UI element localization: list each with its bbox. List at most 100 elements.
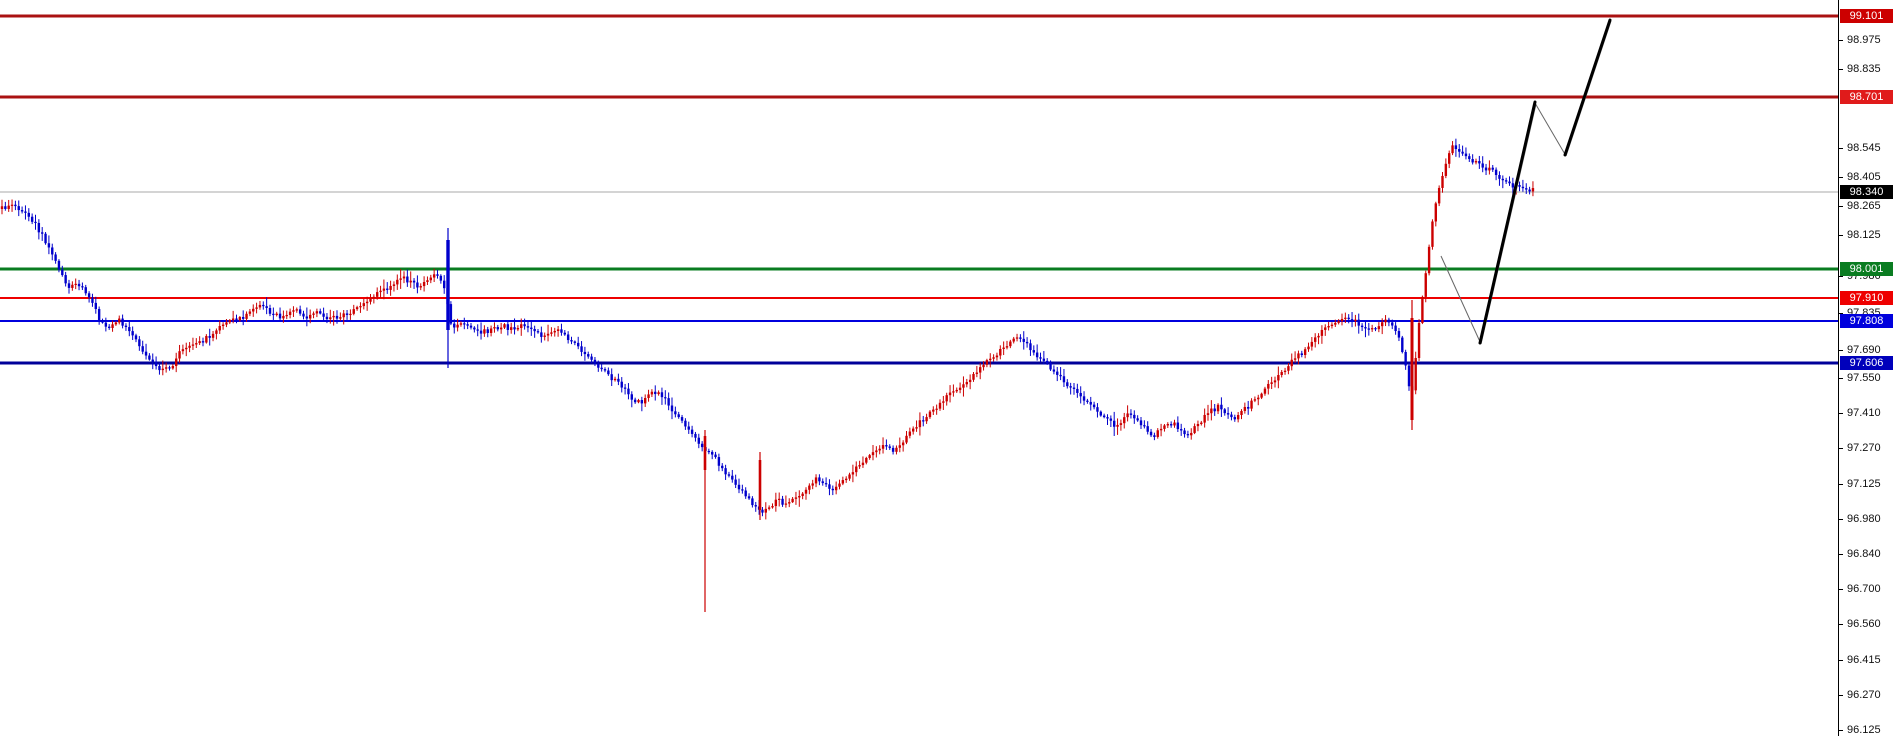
candle-body xyxy=(24,211,27,213)
candle-body xyxy=(617,378,620,382)
candle-body xyxy=(660,392,664,398)
candle-body xyxy=(1528,189,1531,192)
candle xyxy=(1481,156,1484,173)
candle-body xyxy=(1153,435,1156,437)
chart-plot-area[interactable] xyxy=(0,0,1838,736)
candle-body xyxy=(888,446,891,448)
price-badge-99101[interactable]: 99.101 xyxy=(1840,9,1893,23)
candle xyxy=(1531,181,1535,197)
candle-body xyxy=(1427,246,1431,274)
candle xyxy=(848,472,851,481)
candle-body xyxy=(1340,318,1344,322)
candle xyxy=(1005,340,1009,350)
candle xyxy=(1126,405,1129,422)
candle xyxy=(1344,312,1347,324)
candle xyxy=(295,307,298,313)
candle-body xyxy=(734,479,737,485)
candle xyxy=(1498,171,1501,186)
candle-body xyxy=(526,326,530,328)
candle xyxy=(845,476,848,483)
candle xyxy=(262,301,265,310)
candle-body xyxy=(932,409,935,412)
candle xyxy=(1102,413,1106,419)
candle-body xyxy=(1233,417,1236,420)
candle-body xyxy=(597,363,600,368)
axis-tick-label: 96.125 xyxy=(1847,724,1881,736)
price-badge-98701[interactable]: 98.701 xyxy=(1840,90,1893,104)
price-badge-98001[interactable]: 98.001 xyxy=(1840,262,1893,276)
candle xyxy=(928,410,932,419)
price-badge-98340[interactable]: 98.340 xyxy=(1840,185,1893,199)
candle xyxy=(1364,321,1367,338)
candle-body xyxy=(958,387,962,390)
candle xyxy=(1035,344,1039,361)
candle xyxy=(416,275,419,294)
candle xyxy=(798,490,801,507)
candle xyxy=(1046,358,1049,365)
axis-tick-label: 98.405 xyxy=(1847,171,1881,183)
candle-body xyxy=(30,216,34,222)
projection-thick-segment[interactable] xyxy=(1478,100,1537,345)
candle-body xyxy=(218,326,221,331)
candle-body xyxy=(1320,329,1324,336)
candle-body xyxy=(1109,418,1113,421)
candle xyxy=(87,291,91,303)
candle xyxy=(108,324,111,330)
candle-body xyxy=(563,332,566,335)
projection-thin-segment[interactable] xyxy=(1440,255,1482,345)
price-badge-97910[interactable]: 97.910 xyxy=(1840,291,1893,305)
candle xyxy=(1401,335,1404,354)
candle-body xyxy=(747,496,751,499)
candlestick-canvas xyxy=(0,14,1838,612)
candle xyxy=(546,324,550,342)
candle xyxy=(808,483,811,495)
candle-body xyxy=(1531,188,1535,192)
candle-body xyxy=(781,498,784,505)
candle-body xyxy=(523,324,526,327)
candle-body xyxy=(1280,371,1283,376)
candle xyxy=(432,268,436,283)
candle-body xyxy=(600,367,603,370)
projection-thin-segment[interactable] xyxy=(1534,102,1567,157)
candle-body xyxy=(1451,145,1454,154)
candle-body xyxy=(1216,404,1220,412)
candle-body xyxy=(577,342,580,347)
candle-body xyxy=(1404,351,1407,366)
candle-body xyxy=(466,324,469,326)
candle xyxy=(342,309,345,325)
candle-body xyxy=(349,313,352,316)
candle xyxy=(516,325,520,332)
candle-body xyxy=(422,282,426,287)
candle xyxy=(215,328,218,340)
candle xyxy=(1106,414,1109,425)
candle-body xyxy=(1374,328,1377,330)
candle-body xyxy=(101,319,104,323)
projection-thick-segment[interactable] xyxy=(1563,18,1612,157)
candle-body xyxy=(962,384,965,388)
candle xyxy=(945,392,948,406)
candle xyxy=(1240,409,1243,420)
candle xyxy=(707,448,711,455)
candle xyxy=(278,307,282,321)
candle xyxy=(412,278,416,289)
candle xyxy=(1143,420,1146,429)
candle-body xyxy=(891,447,895,452)
candle xyxy=(754,501,757,512)
candle-spike xyxy=(446,228,450,368)
candle-body xyxy=(1377,326,1381,330)
price-badge-97606[interactable]: 97.606 xyxy=(1840,356,1893,370)
price-axis[interactable]: 99.101 98.975 98.835 98.701 98.545 98.405 98.3… xyxy=(1838,0,1893,736)
candle xyxy=(7,199,10,212)
candle-body xyxy=(700,443,704,448)
candle xyxy=(791,497,794,503)
candle-body xyxy=(1397,331,1401,338)
candle-body xyxy=(275,313,278,316)
candle xyxy=(315,308,319,318)
candle-body xyxy=(510,327,513,330)
candle-body xyxy=(989,358,992,361)
candle-body xyxy=(1230,414,1233,418)
price-badge-97808[interactable]: 97.808 xyxy=(1840,314,1893,328)
candle-body xyxy=(446,240,450,330)
candle-body xyxy=(703,436,707,470)
candle-body xyxy=(687,426,690,430)
